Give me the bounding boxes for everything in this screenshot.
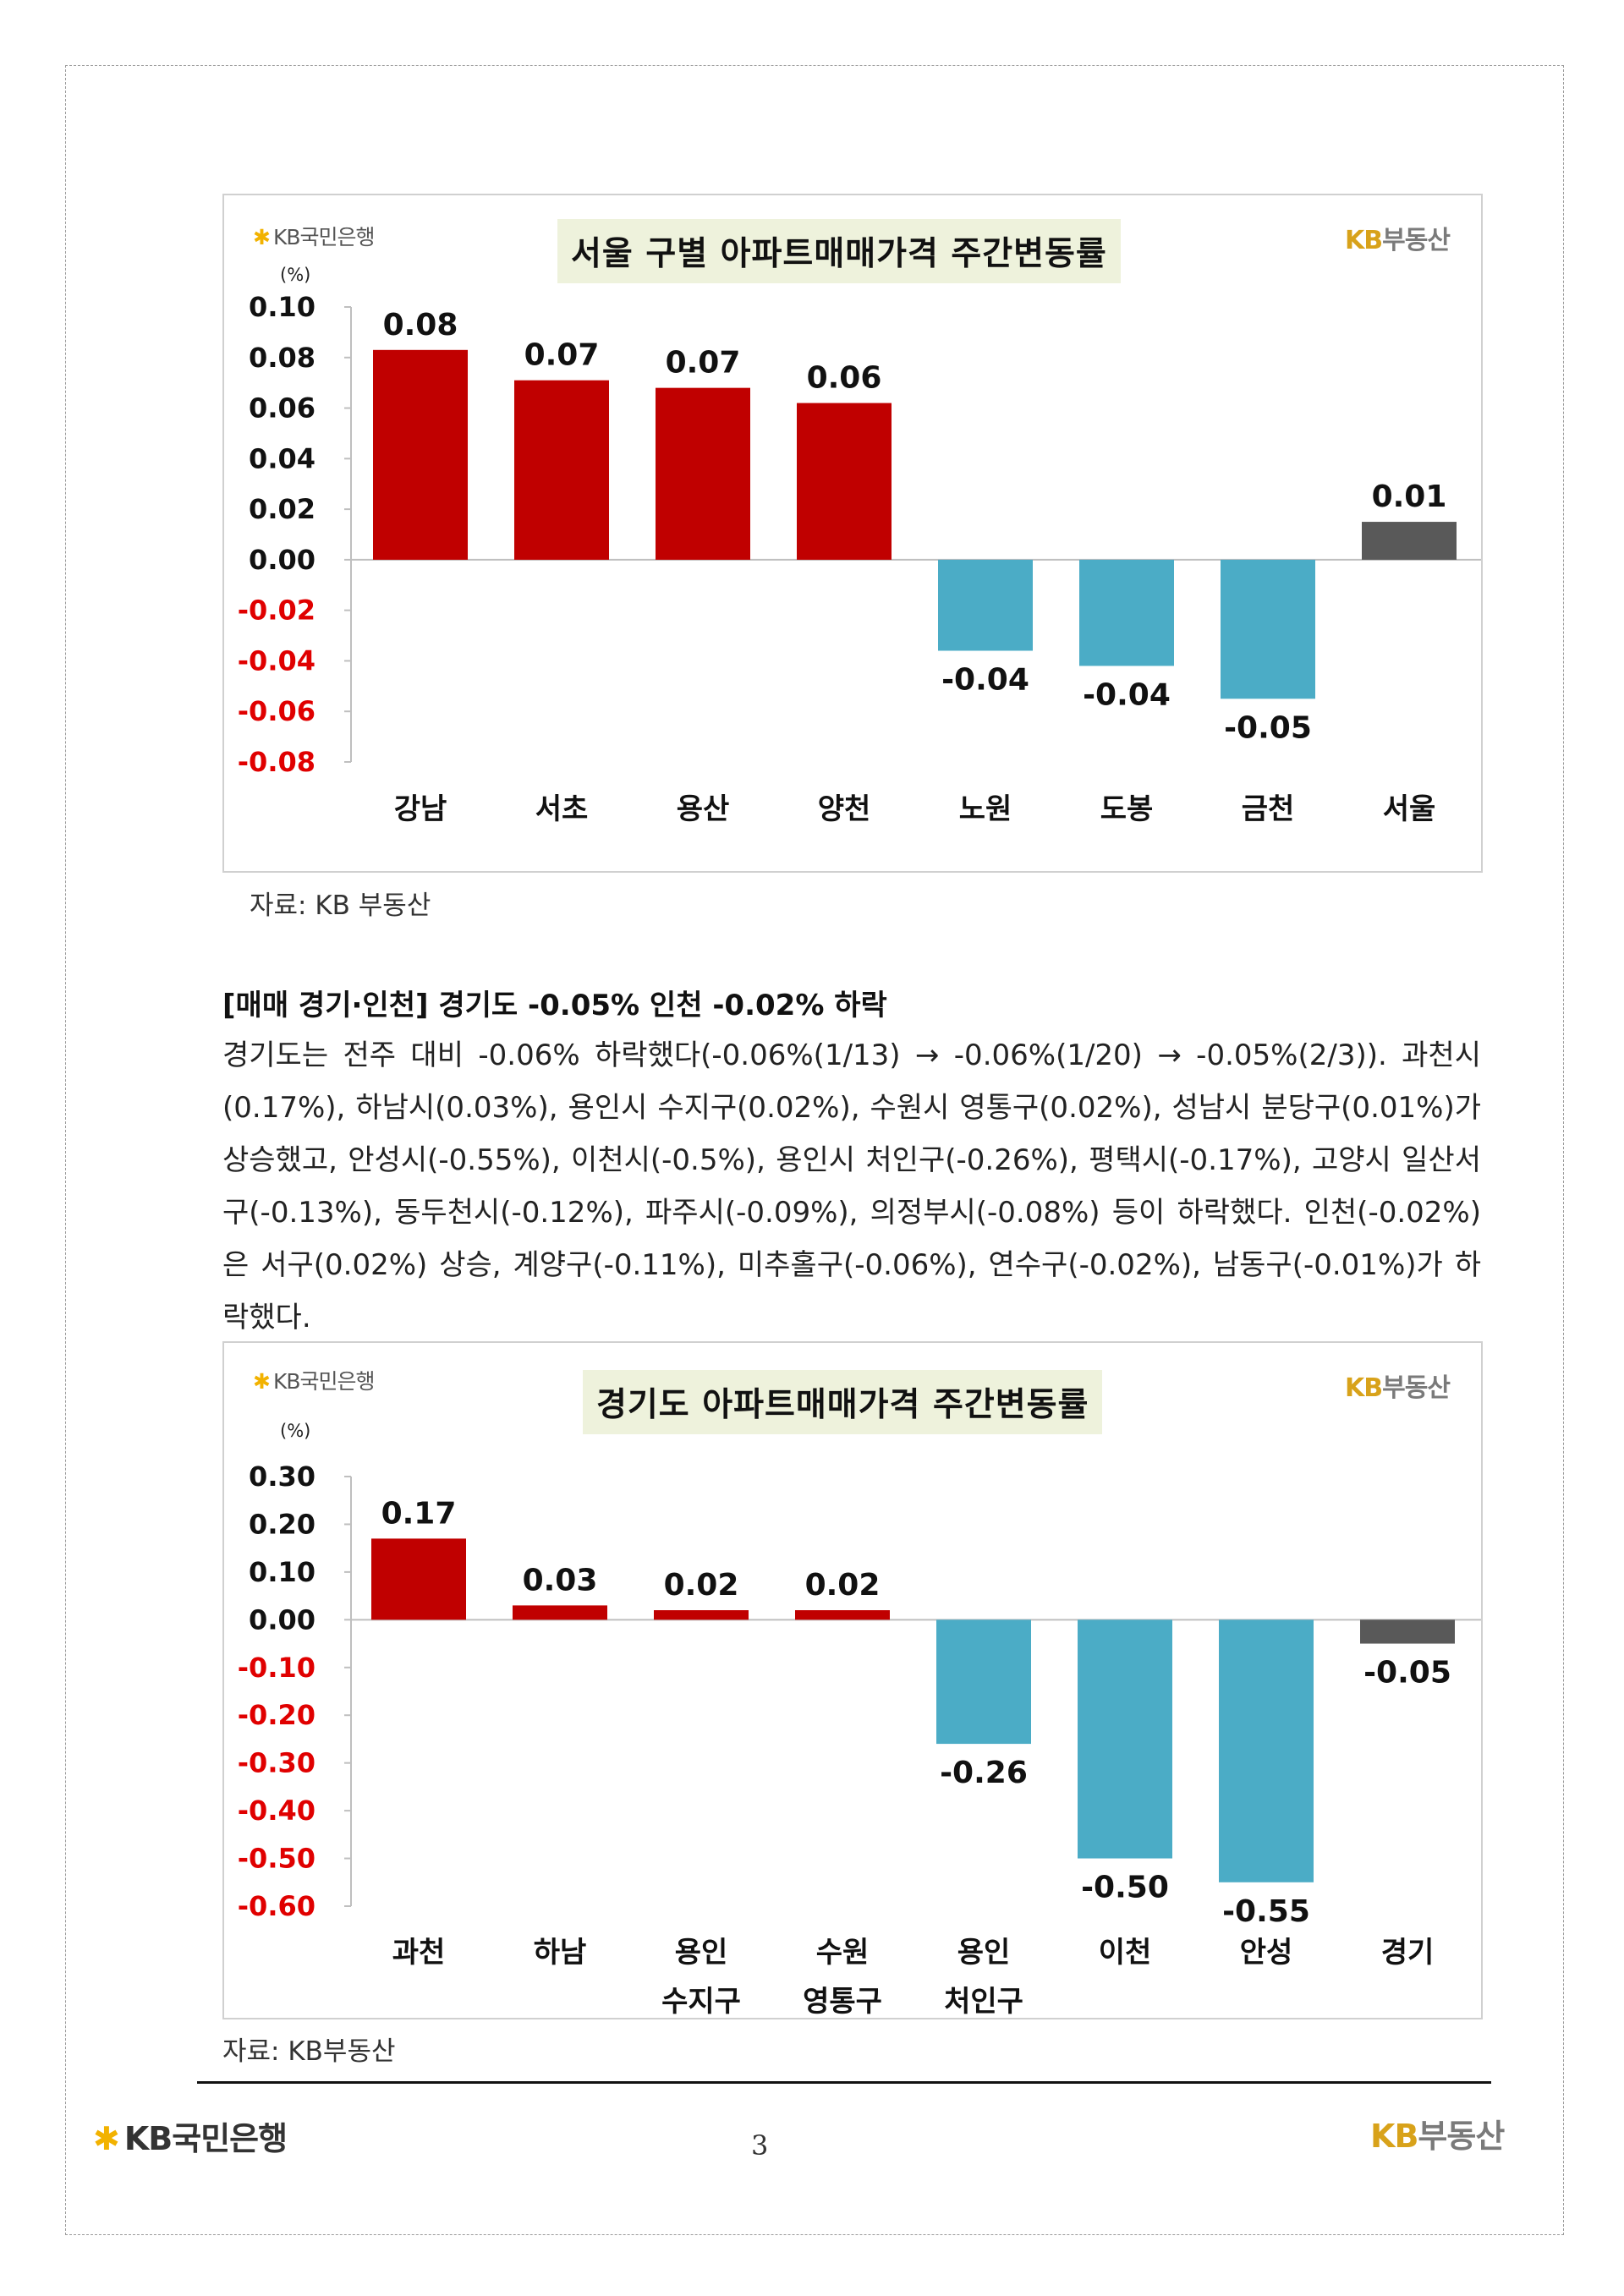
y-tick-label: -0.50	[238, 1843, 315, 1875]
y-tick-label: 0.00	[249, 544, 315, 576]
bar	[1219, 1619, 1314, 1882]
data-label: -0.04	[1083, 677, 1171, 712]
data-label: -0.55	[1222, 1894, 1310, 1929]
bar	[371, 1538, 466, 1620]
bar	[1078, 1619, 1172, 1859]
category-label: 처인구	[944, 1985, 1023, 2018]
section-heading: [매매 경기·인천] 경기도 -0.05% 인천 -0.02% 하락	[222, 989, 887, 1022]
y-tick-label: -0.20	[238, 1699, 315, 1731]
category-label: 강남	[394, 792, 447, 826]
data-label: 0.06	[807, 361, 882, 396]
bar	[513, 1605, 607, 1620]
y-tick-label: 0.08	[249, 342, 315, 374]
chart-source: 자료: KB 부동산	[250, 890, 431, 921]
y-tick-label: -0.02	[238, 595, 315, 627]
kb-bank-logo: ✱ KB국민은행	[253, 225, 375, 249]
kb-star-icon: ✱	[93, 2120, 120, 2157]
data-label: -0.04	[941, 662, 1029, 697]
category-label: 과천	[392, 1936, 446, 1970]
data-label: -0.50	[1081, 1871, 1169, 1905]
bar	[795, 1610, 890, 1620]
data-label: -0.05	[1224, 710, 1312, 745]
category-label: 노원	[959, 792, 1012, 826]
chart-source: 자료: KB부동산	[222, 2036, 396, 2067]
bar	[938, 559, 1033, 651]
kb-star-icon: ✱	[253, 1369, 271, 1394]
kb-star-icon: ✱	[253, 225, 271, 249]
category-label: 용산	[677, 792, 730, 826]
data-label: -0.26	[940, 1756, 1028, 1790]
seoul-chart: ✱ KB국민은행 서울 구별 아파트매매가격 주간변동률 KB부동산 (%) 0.…	[222, 194, 1483, 873]
page-number: 3	[751, 2129, 769, 2162]
bar	[654, 1610, 749, 1620]
bar	[1360, 1619, 1455, 1644]
category-label: 용인	[675, 1936, 728, 1970]
category-label: 이천	[1099, 1936, 1152, 1970]
page-frame	[65, 65, 1564, 2235]
bar	[656, 387, 750, 560]
y-tick-label: 0.10	[249, 1556, 315, 1588]
data-label: 0.07	[524, 338, 600, 373]
bar	[1079, 559, 1174, 666]
data-label: 0.02	[805, 1568, 881, 1603]
y-tick-label: 0.10	[249, 291, 315, 323]
kb-bank-logo: ✱ KB국민은행	[253, 1369, 375, 1394]
y-tick-label: -0.06	[238, 695, 315, 727]
bar	[797, 403, 892, 560]
y-tick-label: 0.04	[249, 442, 315, 474]
bar	[1362, 522, 1457, 560]
y-tick-label: 0.02	[249, 493, 315, 525]
footer-realty-logo: KB부동산	[1370, 2118, 1505, 2155]
chart-title: 서울 구별 아파트매매가격 주간변동률	[557, 219, 1121, 283]
category-label: 서초	[535, 792, 589, 826]
footer-bank-logo: ✱ KB국민은행	[93, 2120, 288, 2157]
chart-plot: 0.10 0.08 0.06 0.04 0.02 0.00 -0.02 -0.04 -0.06 -…	[238, 291, 1481, 826]
kb-realty-logo: KB부동산	[1345, 226, 1451, 255]
category-label: 수지구	[661, 1985, 741, 2018]
section-paragraph: 경기도는 전주 대비 -0.06% 하락했다(-0.06%(1/13) → -0…	[222, 1038, 1481, 1334]
category-label: 금천	[1242, 792, 1295, 826]
bar	[936, 1619, 1031, 1745]
category-label: 서울	[1383, 792, 1436, 826]
category-label: 영통구	[803, 1985, 882, 2018]
chart-plot: 0.30 0.20 0.10 0.00 -0.10 -0.20 -0.30 -0.40 -0.5…	[238, 1460, 1481, 2018]
y-tick-label: -0.60	[238, 1890, 315, 1922]
y-tick-label: -0.08	[238, 746, 315, 778]
category-label: 경기	[1381, 1936, 1435, 1970]
category-label: 수원	[816, 1936, 870, 1970]
y-tick-label: 0.20	[249, 1508, 315, 1540]
bar	[514, 380, 609, 560]
data-label: 0.01	[1372, 479, 1447, 514]
category-label: 안성	[1240, 1936, 1293, 1970]
data-label: 0.03	[523, 1563, 598, 1597]
gyeonggi-chart: ✱ KB국민은행 경기도 아파트매매가격 주간변동률 KB부동산 (%) 0.30…	[222, 1341, 1483, 2019]
y-axis-unit: (%)	[280, 1421, 311, 1441]
y-tick-label: -0.10	[238, 1652, 315, 1684]
footer-divider	[197, 2081, 1491, 2084]
category-label: 양천	[818, 792, 871, 826]
bar	[373, 349, 468, 560]
kb-realty-logo: KB부동산	[1345, 1373, 1451, 1403]
y-tick-label: -0.30	[238, 1747, 315, 1779]
category-label: 도봉	[1100, 792, 1154, 826]
y-tick-label: -0.04	[238, 644, 315, 677]
data-label: 0.02	[664, 1568, 739, 1603]
data-label: -0.05	[1363, 1656, 1451, 1690]
y-tick-label: 0.06	[249, 392, 315, 425]
data-label: 0.17	[381, 1496, 457, 1531]
chart-title: 경기도 아파트매매가격 주간변동률	[583, 1370, 1103, 1434]
bar	[1221, 559, 1315, 699]
y-tick-label: -0.40	[238, 1795, 315, 1827]
data-label: 0.08	[383, 308, 458, 342]
section-body: 경기도는 전주 대비 -0.06% 하락했다(-0.06%(1/13) → -0…	[222, 1029, 1481, 1344]
category-label: 용인	[957, 1936, 1011, 1970]
data-label: 0.07	[666, 346, 741, 381]
category-label: 하남	[534, 1936, 587, 1970]
y-tick-label: 0.30	[249, 1460, 315, 1493]
y-tick-label: 0.00	[249, 1603, 315, 1636]
y-axis-unit: (%)	[280, 265, 311, 285]
